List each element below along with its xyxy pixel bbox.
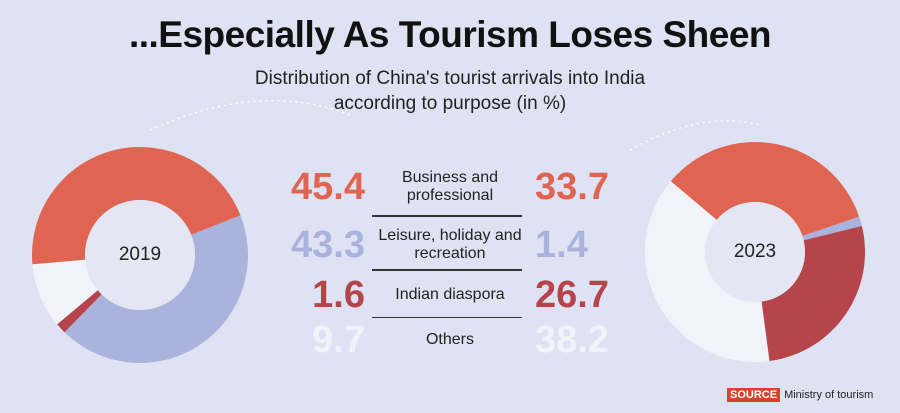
separator (372, 269, 522, 271)
donut-year: 2023 (734, 241, 776, 262)
value-label-2019: 45.4 (291, 166, 365, 208)
value-label-2023: 33.7 (535, 166, 609, 208)
donut-segment (57, 290, 102, 333)
donut-segment (802, 216, 862, 241)
category-label: Indian diaspora (395, 286, 505, 303)
value-label-2023: 38.2 (535, 319, 609, 361)
donut-segment (64, 215, 248, 363)
flight-path (149, 99, 351, 131)
donut-segment (32, 259, 98, 325)
donut-segment (32, 147, 241, 265)
donut-segment (670, 142, 860, 236)
category-label: Others (425, 331, 474, 348)
value-label-2023: 1.4 (535, 224, 588, 266)
donut-segment (761, 226, 865, 362)
donut-hole (85, 200, 195, 310)
value-label-2019: 9.7 (312, 319, 365, 361)
source: SOURCE Ministry of tourism (727, 388, 874, 402)
subtitle: Distribution of China's tourist arrivals… (254, 68, 646, 114)
donut-hole (705, 202, 805, 302)
separator (372, 215, 522, 217)
category-label: Business and professional (401, 169, 499, 204)
title: ...Especially As Tourism Loses Sheen (128, 14, 772, 55)
separator (372, 316, 522, 318)
value-label-2023: 26.7 (535, 274, 609, 316)
value-label-2019: 43.3 (291, 224, 365, 266)
source-label: SOURCE (727, 388, 781, 402)
value-label-2019: 1.6 (312, 274, 365, 316)
donut-year: 2019 (119, 244, 161, 265)
category-label: Leisure, holiday and recreation (378, 227, 522, 262)
flight-path (629, 120, 761, 151)
source-text: Ministry of tourism (784, 389, 874, 401)
donut-segment (645, 181, 770, 363)
